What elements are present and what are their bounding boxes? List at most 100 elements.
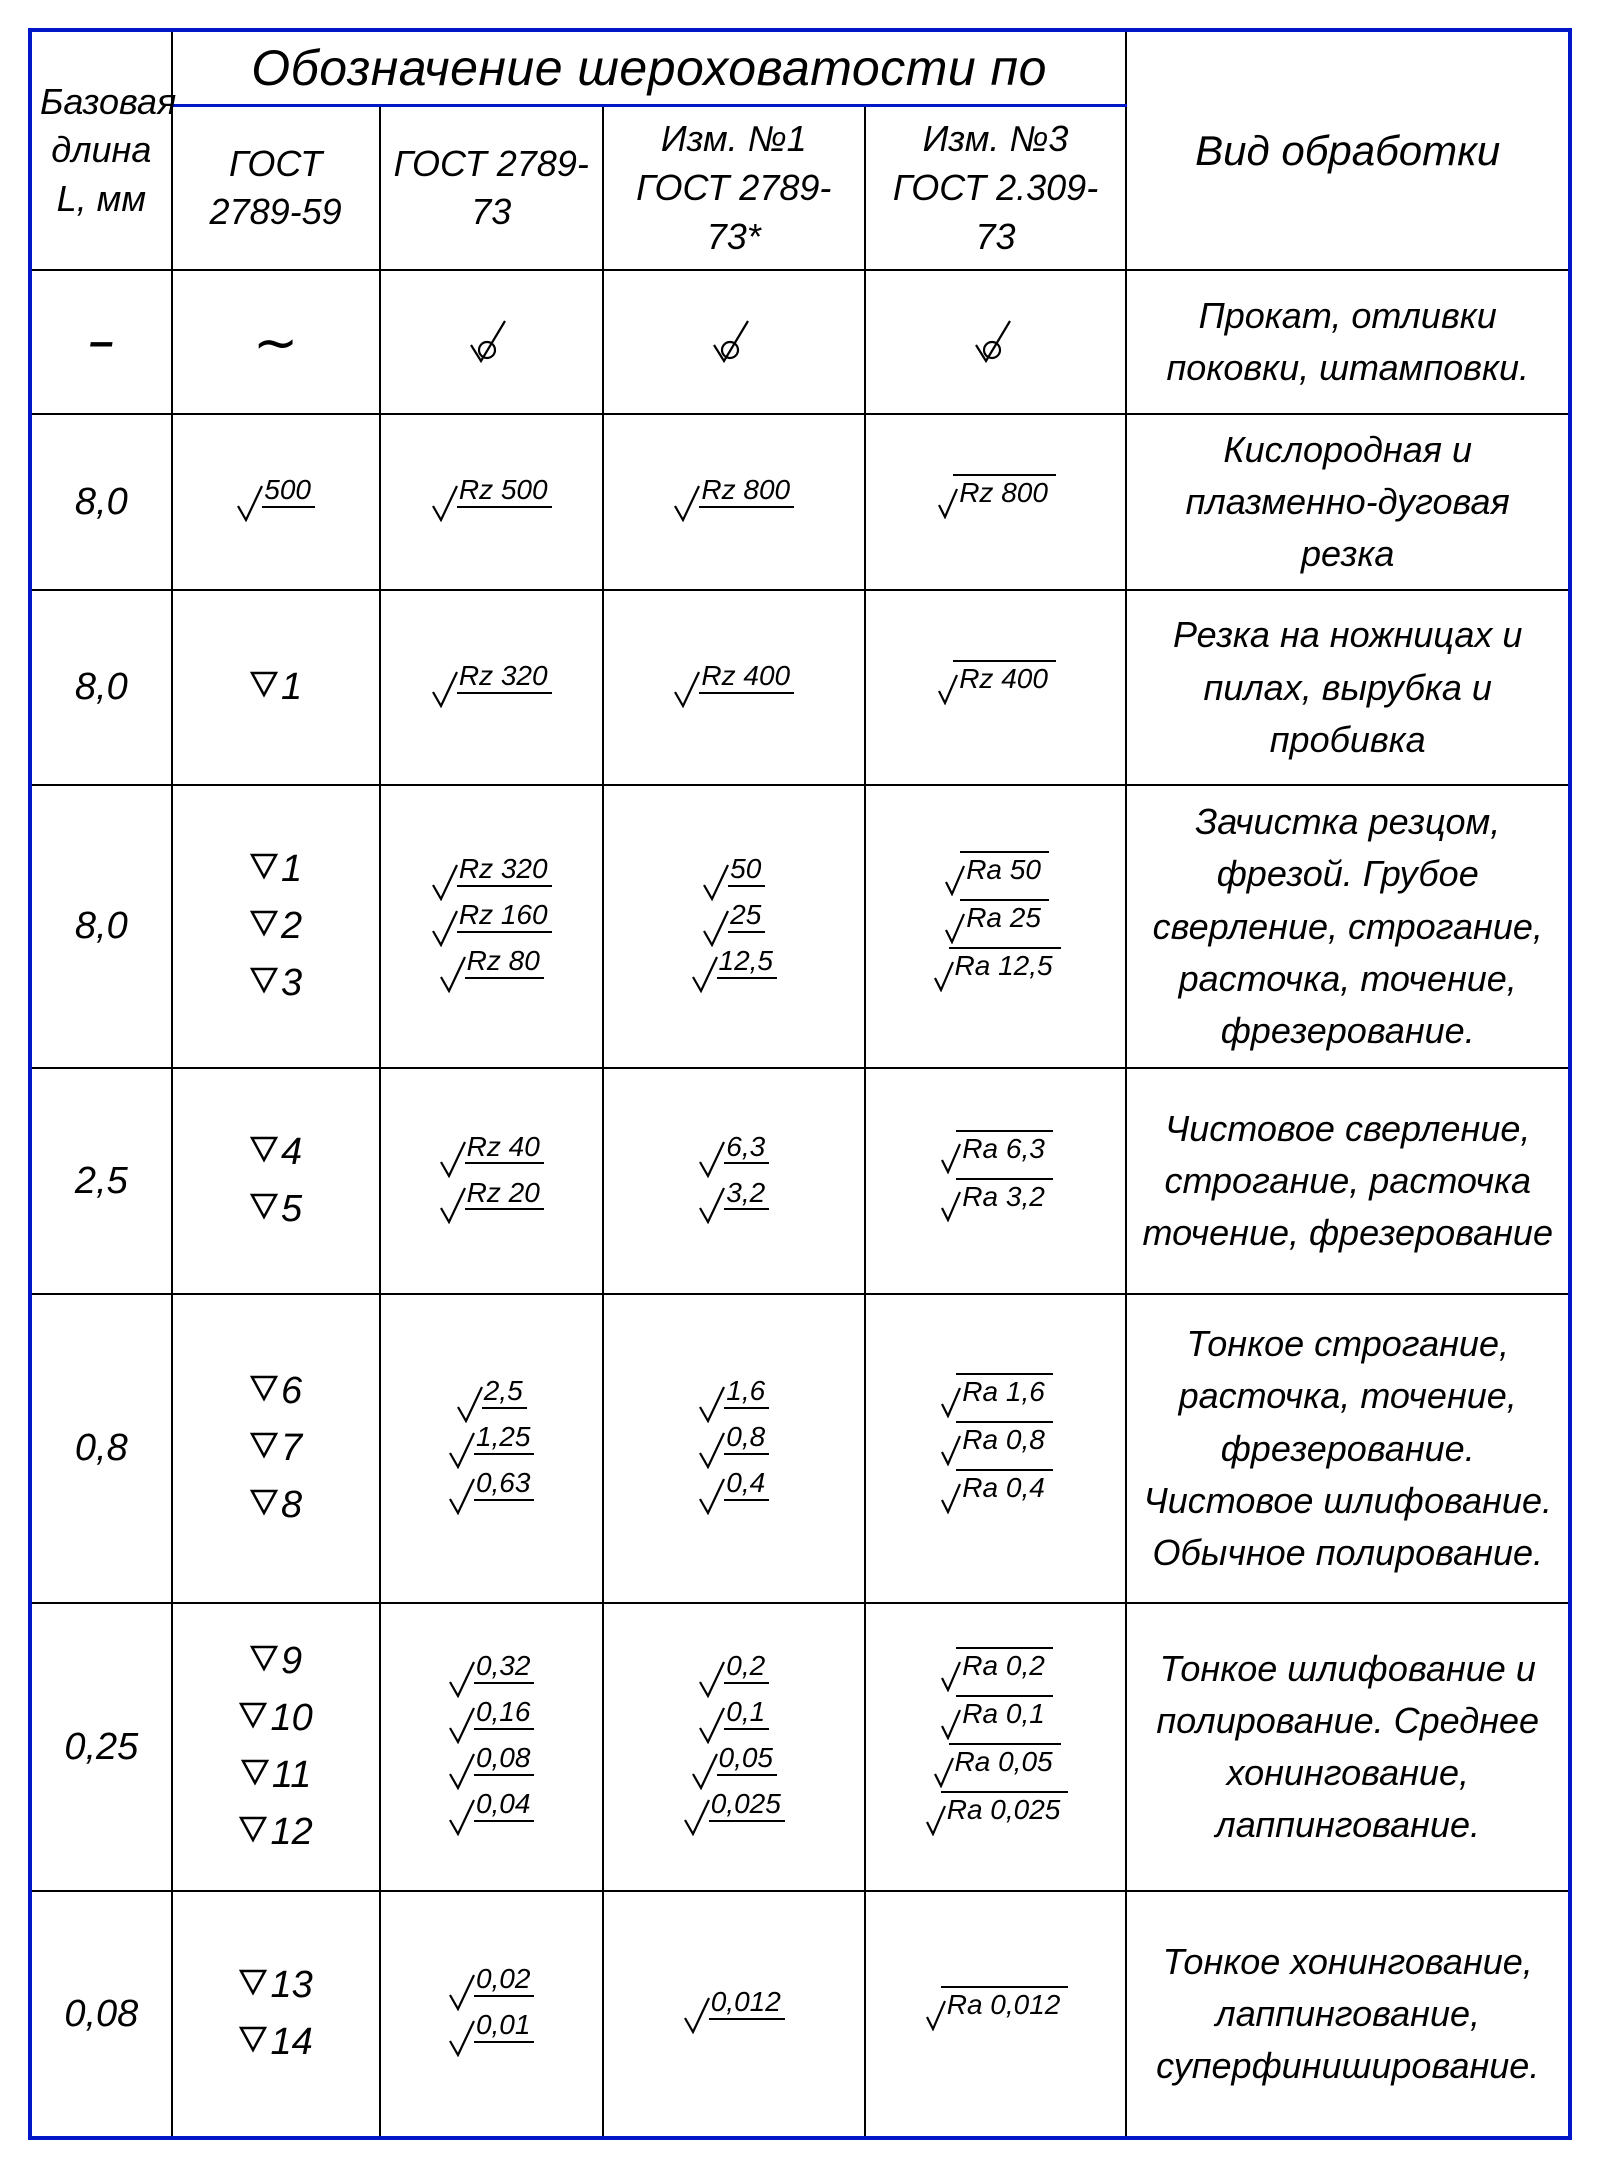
base-length-cell: – bbox=[30, 270, 172, 414]
gost-59-cell: 678 bbox=[172, 1294, 380, 1603]
roughness-symbol: 0,1 bbox=[698, 1704, 769, 1744]
roughness-value: 12,5 bbox=[717, 946, 778, 979]
roughness-symbol-sqrt: Ra 6,3 bbox=[940, 1140, 1051, 1174]
roughness-value: Ra 3,2 bbox=[958, 1182, 1051, 1215]
izm3-cell: Ra 50Ra 25Ra 12,5 bbox=[865, 785, 1127, 1068]
roughness-symbol: 0,02 bbox=[448, 1971, 535, 2011]
roughness-value: 0,025 bbox=[709, 1789, 785, 1822]
roughness-value: Ra 0,012 bbox=[943, 1990, 1067, 2023]
gost-73-cell: Rz 320 bbox=[380, 590, 603, 785]
roughness-symbol: 0,4 bbox=[698, 1475, 769, 1515]
izm3-cell: Ra 6,3 Ra 3,2 bbox=[865, 1068, 1127, 1294]
roughness-symbol-sqrt: Ra 0,8 bbox=[940, 1432, 1051, 1466]
roughness-value: Ra 25 bbox=[962, 903, 1047, 936]
header-corner: Базовая длина L, мм bbox=[30, 30, 172, 270]
roughness-symbol: Rz 20 bbox=[439, 1184, 544, 1224]
triangle-class-number: 3 bbox=[281, 962, 302, 1005]
gost-73-cell: 0,320,160,080,04 bbox=[380, 1603, 603, 1891]
triangle-class-number: 14 bbox=[270, 2021, 312, 2064]
roughness-symbol: Rz 160 bbox=[431, 907, 552, 947]
izm1-cell: 50 25 12,5 bbox=[603, 785, 865, 1068]
roughness-symbol-sqrt: Ra 0,025 bbox=[925, 1802, 1067, 1836]
roughness-value: Ra 0,1 bbox=[958, 1699, 1051, 1732]
roughness-symbol: Rz 40 bbox=[439, 1138, 544, 1178]
roughness-value: Ra 0,8 bbox=[958, 1425, 1051, 1458]
table-row: 8,0500Rz 500Rz 800Rz 800Кислородная и пл… bbox=[30, 414, 1570, 589]
base-length-cell: 8,0 bbox=[30, 414, 172, 589]
roughness-symbol: 0,8 bbox=[698, 1429, 769, 1469]
roughness-value: 0,08 bbox=[474, 1743, 535, 1776]
triangle-class-number: 7 bbox=[281, 1427, 302, 1470]
triangle-class-number: 1 bbox=[281, 848, 302, 891]
izm1-cell: Rz 800 bbox=[603, 414, 865, 589]
izm3-cell: Rz 800 bbox=[865, 414, 1127, 589]
roughness-table: Базовая длина L, мм Обозначение шерохова… bbox=[28, 28, 1572, 2140]
roughness-value: 1,6 bbox=[724, 1376, 769, 1409]
base-length-cell: 2,5 bbox=[30, 1068, 172, 1294]
izm3-cell: Ra 1,6Ra 0,8Ra 0,4 bbox=[865, 1294, 1127, 1603]
roughness-value: 0,8 bbox=[724, 1422, 769, 1455]
roughness-value: Rz 320 bbox=[457, 854, 552, 887]
roughness-value: 0,32 bbox=[474, 1651, 535, 1684]
roughness-value: 0,4 bbox=[724, 1468, 769, 1501]
roughness-value: 50 bbox=[728, 854, 765, 887]
table-row: 0,86782,51,250,631,60,80,4Ra 1,6Ra 0,8Ra… bbox=[30, 1294, 1570, 1603]
triangle-class-symbol: 12 bbox=[238, 1811, 312, 1854]
roughness-value: 1,25 bbox=[474, 1422, 535, 1455]
roughness-symbol-sqrt: Ra 0,012 bbox=[925, 1997, 1067, 2031]
roughness-value: 25 bbox=[728, 900, 765, 933]
roughness-value: 2,5 bbox=[482, 1376, 527, 1409]
roughness-value: Rz 800 bbox=[699, 475, 794, 508]
processing-type-cell: Тонкое шлифование и полирование. Среднее… bbox=[1126, 1603, 1570, 1891]
triangle-class-number: 9 bbox=[281, 1640, 302, 1683]
gost-73-cell bbox=[380, 270, 603, 414]
header-right: Вид обработки bbox=[1126, 30, 1570, 270]
roughness-symbol: Rz 800 bbox=[673, 482, 794, 522]
roughness-symbol: 500 bbox=[236, 482, 315, 522]
roughness-symbol: 1,6 bbox=[698, 1383, 769, 1423]
circle-check-symbol bbox=[465, 352, 517, 369]
processing-type-cell: Чистовое сверление, строгание, расточка … bbox=[1126, 1068, 1570, 1294]
roughness-symbol: Rz 320 bbox=[431, 668, 552, 708]
triangle-class-symbol: 7 bbox=[249, 1427, 302, 1470]
triangle-class-number: 1 bbox=[281, 666, 302, 709]
table-row: 0,2591011120,320,160,080,040,20,10,050,0… bbox=[30, 1603, 1570, 1891]
roughness-symbol-sqrt: Ra 1,6 bbox=[940, 1384, 1051, 1418]
izm1-cell: 0,012 bbox=[603, 1891, 865, 2138]
header-col-3: Изм. №1 ГОСТ 2789-73* bbox=[603, 106, 865, 271]
roughness-symbol: 0,16 bbox=[448, 1704, 535, 1744]
triangle-class-symbol: 10 bbox=[238, 1697, 312, 1740]
gost-73-cell: 0,02 0,01 bbox=[380, 1891, 603, 2138]
processing-type-cell: Тонкое хонингование, лаппингование, супе… bbox=[1126, 1891, 1570, 2138]
triangle-class-symbol: 11 bbox=[240, 1754, 311, 1797]
roughness-value: Rz 80 bbox=[465, 946, 544, 979]
roughness-symbol: 0,08 bbox=[448, 1750, 535, 1790]
roughness-symbol: 1,25 bbox=[448, 1429, 535, 1469]
triangle-class-symbol: 5 bbox=[249, 1188, 302, 1231]
roughness-symbol: 0,01 bbox=[448, 2017, 535, 2057]
triangle-class-symbol: 6 bbox=[249, 1370, 302, 1413]
roughness-symbol: 0,012 bbox=[683, 1994, 785, 2034]
triangle-class-symbol: 2 bbox=[249, 905, 302, 948]
tilde-symbol: ∼ bbox=[253, 313, 298, 373]
gost-73-cell: Rz 40 Rz 20 bbox=[380, 1068, 603, 1294]
header-row-1: Базовая длина L, мм Обозначение шерохова… bbox=[30, 30, 1570, 106]
roughness-symbol: 0,04 bbox=[448, 1796, 535, 1836]
processing-type-cell: Зачистка резцом, фрезой. Грубое сверлени… bbox=[1126, 785, 1570, 1068]
izm3-cell bbox=[865, 270, 1127, 414]
roughness-symbol: 2,5 bbox=[456, 1383, 527, 1423]
roughness-symbol-sqrt: Ra 50 bbox=[944, 862, 1047, 896]
gost-73-cell: Rz 500 bbox=[380, 414, 603, 589]
izm1-cell bbox=[603, 270, 865, 414]
header-group-title: Обозначение шероховатости по bbox=[172, 30, 1127, 106]
gost-59-cell: 1 2 3 bbox=[172, 785, 380, 1068]
roughness-symbol-sqrt: Ra 0,1 bbox=[940, 1706, 1051, 1740]
triangle-class-number: 13 bbox=[270, 1964, 312, 2007]
roughness-value: Rz 320 bbox=[457, 661, 552, 694]
table-row: 0,0813140,020,010,012Ra 0,012Тонкое хони… bbox=[30, 1891, 1570, 2138]
table-row: 8,0123Rz 320Rz 160Rz 80502512,5Ra 50Ra 2… bbox=[30, 785, 1570, 1068]
triangle-class-symbol: 3 bbox=[249, 962, 302, 1005]
triangle-class-number: 10 bbox=[270, 1697, 312, 1740]
triangle-class-symbol: 1 bbox=[249, 848, 302, 891]
triangle-class-number: 11 bbox=[272, 1754, 311, 1797]
